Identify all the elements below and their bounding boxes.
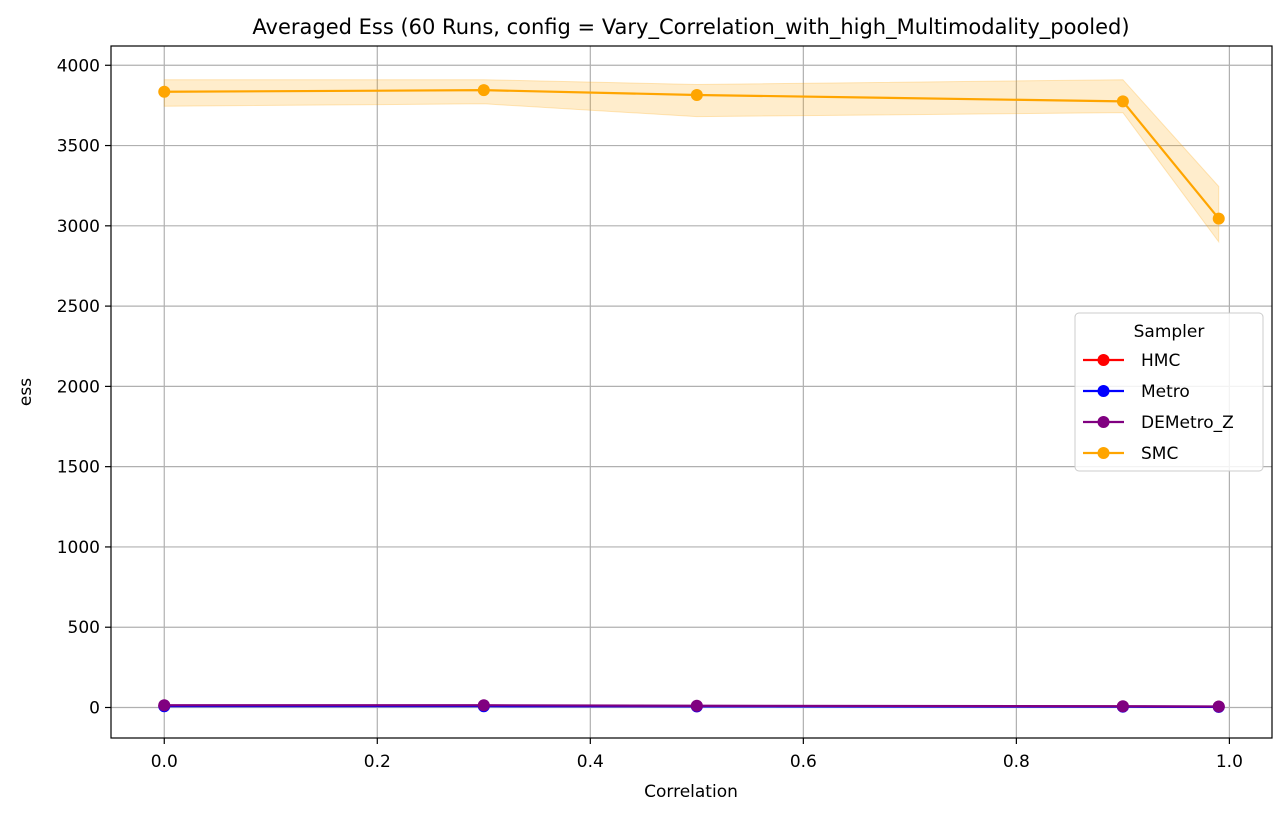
x-axis-label: Correlation [644,782,738,802]
y-tick-label: 3000 [57,217,100,237]
legend-swatch-marker [1097,416,1110,428]
demetro-z-point [477,699,490,712]
legend-label: SMC [1141,444,1178,464]
legend-label: DEMetro_Z [1141,413,1234,433]
demetro-z-point [690,699,703,712]
x-axis: 0.0 0.2 0.4 0.6 0.8 1.0 [151,738,1243,772]
demetro-z-point [158,699,171,712]
y-tick-label: 4000 [57,56,100,76]
x-tick-label: 0.4 [577,752,604,772]
series-markers [158,84,1225,713]
legend-swatch-marker [1097,385,1110,397]
legend-title: Sampler [1134,322,1205,342]
y-tick-label: 2500 [57,297,100,317]
x-tick-label: 0.8 [1003,752,1030,772]
plot-frame [110,45,1273,739]
legend-label: Metro [1141,382,1190,402]
legend-item-demetro-z: DEMetro_Z [1083,413,1234,433]
y-tick-label: 1000 [57,538,100,558]
chart-title: Averaged Ess (60 Runs, config = Vary_Cor… [252,15,1129,40]
y-axis-label: ess [16,378,36,406]
confidence-bands [163,79,1220,244]
y-tick-label: 500 [68,618,100,638]
x-tick-label: 0.0 [151,752,178,772]
smc-point [1116,95,1129,108]
smc-point [477,84,490,97]
y-tick-label: 2000 [57,377,100,397]
legend-box [1074,312,1264,472]
legend-item-hmc: HMC [1083,351,1180,371]
y-tick-label: 3500 [57,137,100,157]
legend-swatch-marker [1097,354,1110,366]
legend-swatch-marker [1097,447,1110,459]
x-tick-label: 0.6 [790,752,817,772]
x-tick-label: 0.2 [364,752,391,772]
y-tick-label: 0 [89,698,100,718]
smc-point [690,88,703,101]
legend-label: HMC [1141,351,1180,371]
demetro-z-point [1116,700,1129,713]
smc-band [163,79,1220,244]
legend-item-metro: Metro [1083,382,1190,402]
x-tick-label: 1.0 [1216,752,1243,772]
legend-item-smc: SMC [1083,444,1178,464]
y-axis: 0 500 1000 1500 2000 2500 3000 3500 4000 [57,56,111,718]
demetro-z-point [1212,700,1225,713]
smc-point [1212,212,1225,225]
y-tick-label: 1500 [57,458,100,478]
legend-items: HMC Metro DEMetro_Z SMC [1083,351,1234,464]
legend: Sampler HMC Metro DEMetro_Z SMC [1074,312,1264,472]
smc-point [158,85,171,98]
